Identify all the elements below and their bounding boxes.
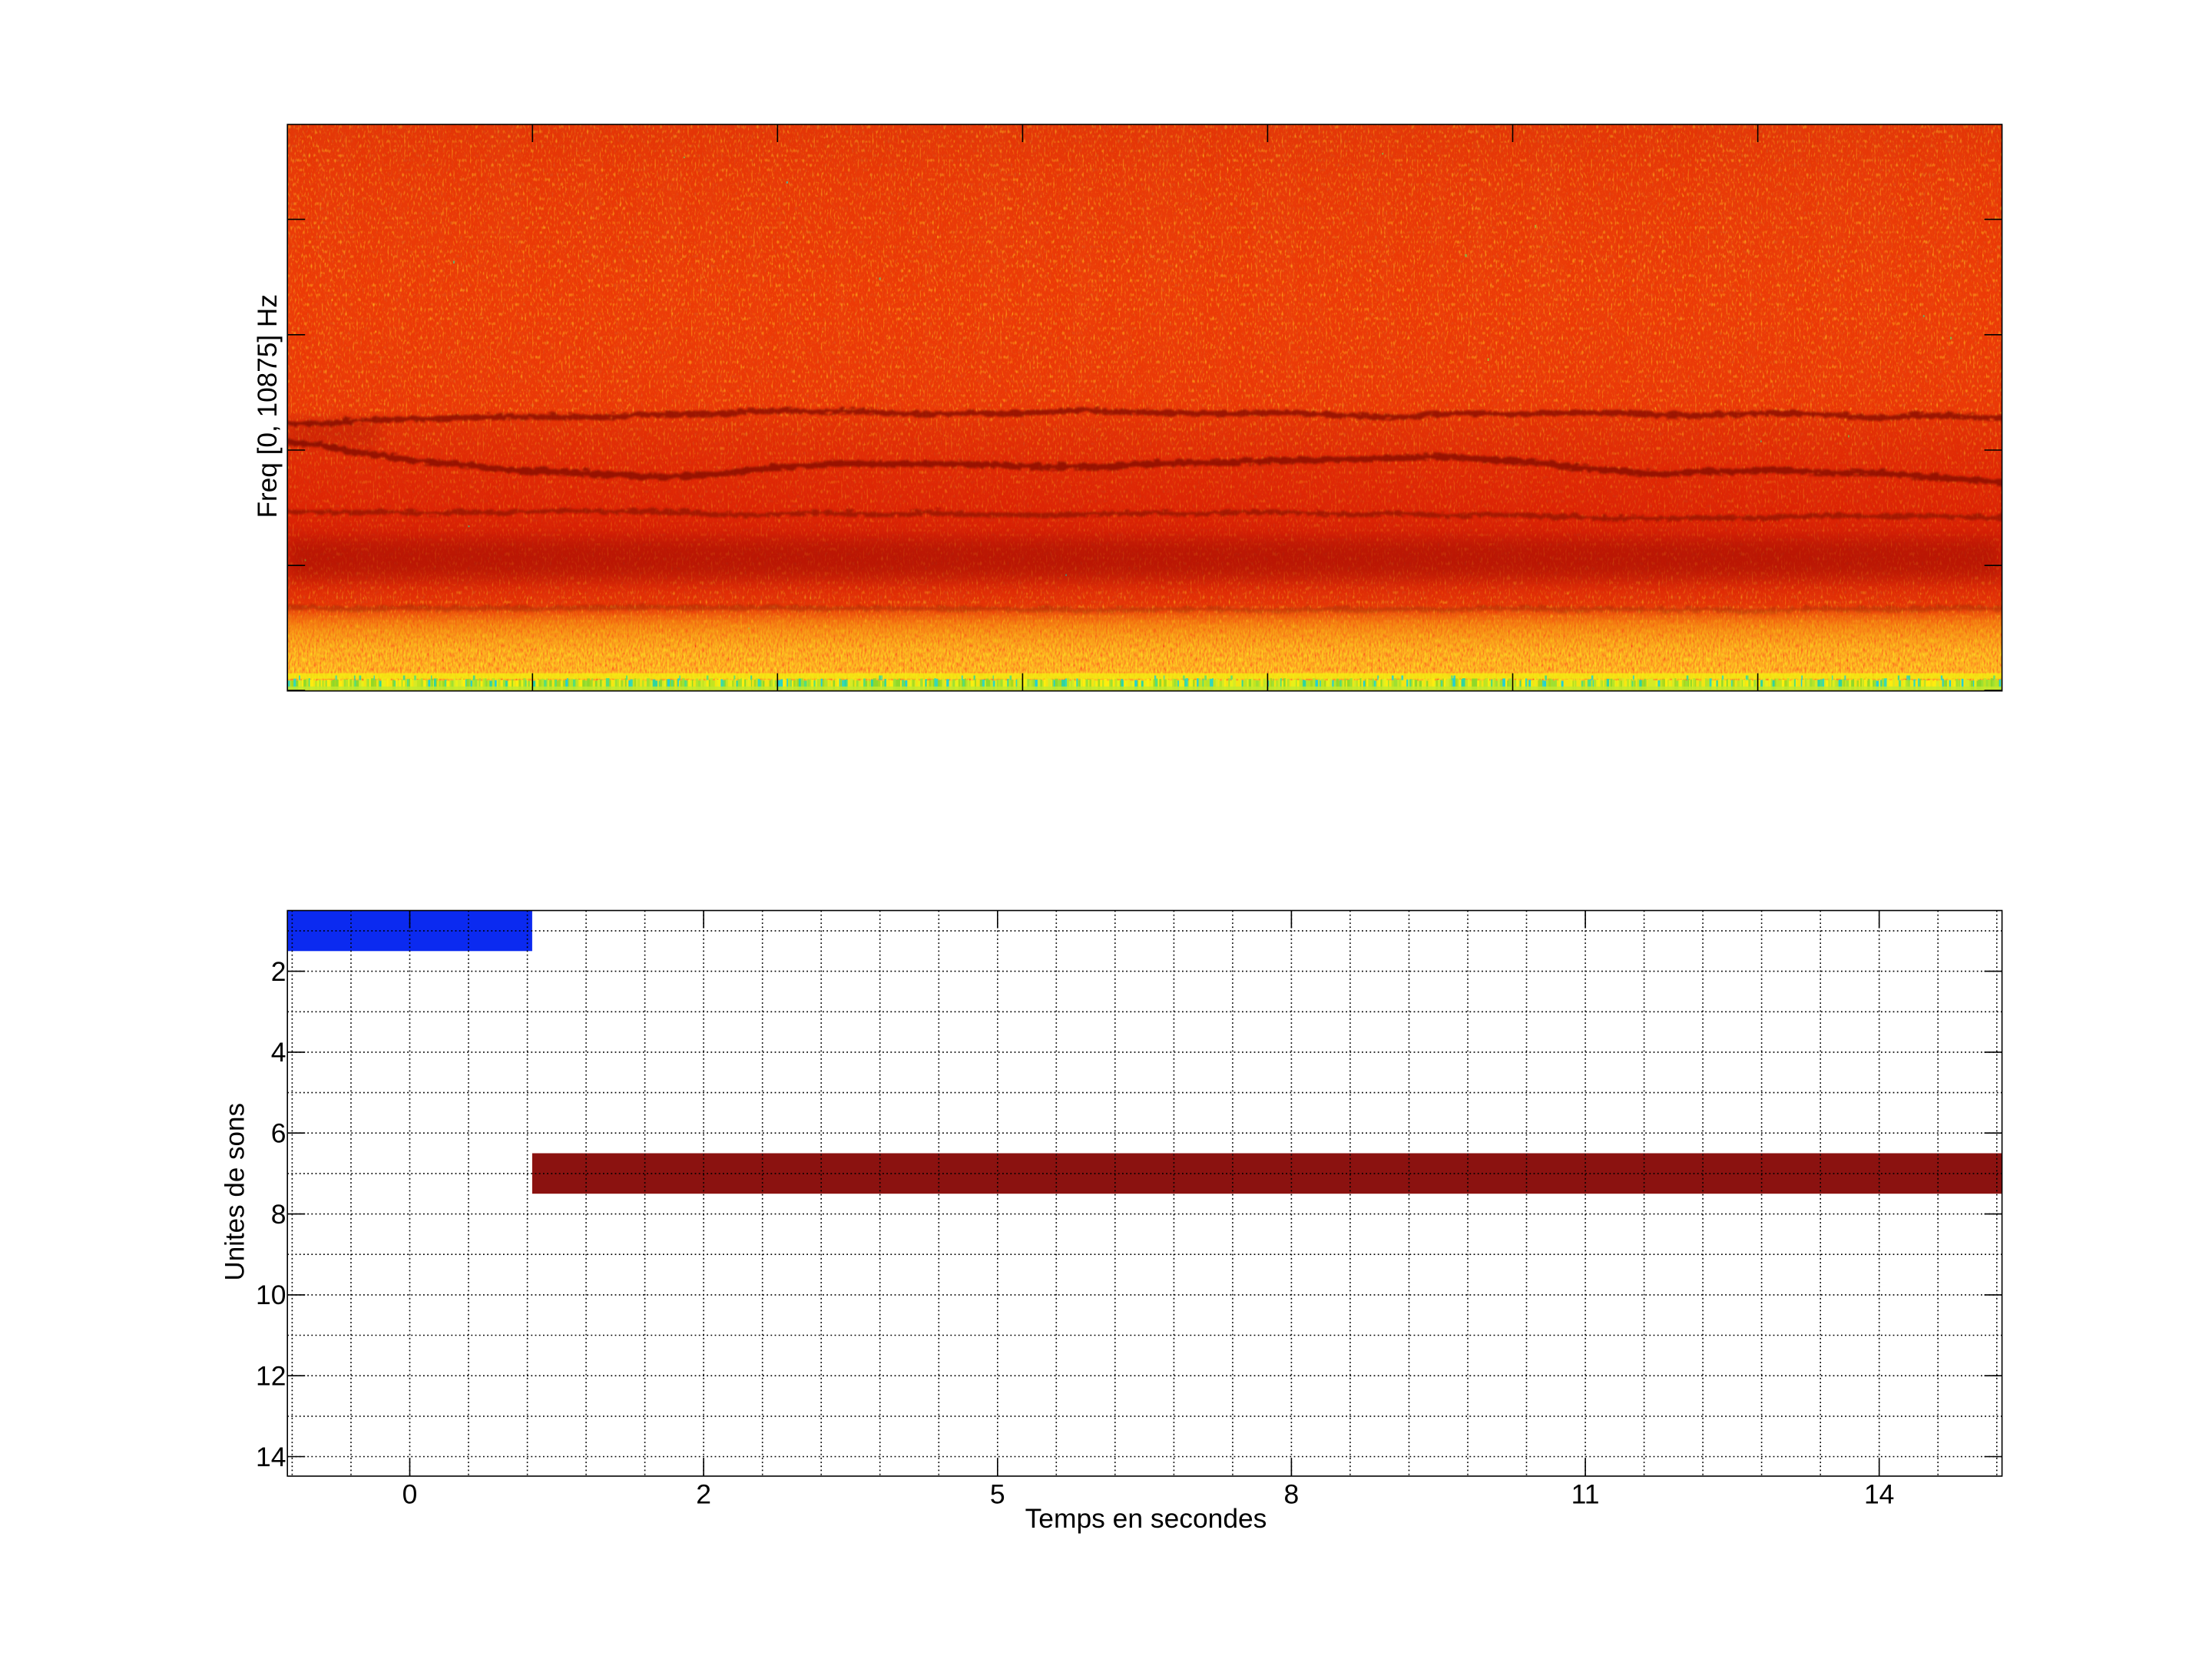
svg-text:2: 2: [696, 1479, 711, 1510]
svg-text:Unites de sons: Unites de sons: [220, 1103, 250, 1281]
svg-text:14: 14: [1864, 1479, 1895, 1510]
svg-text:6: 6: [271, 1118, 286, 1149]
svg-text:8: 8: [271, 1199, 286, 1230]
svg-text:14: 14: [256, 1442, 286, 1472]
svg-text:0: 0: [402, 1479, 418, 1510]
svg-text:4: 4: [271, 1037, 286, 1068]
svg-text:10: 10: [256, 1280, 286, 1310]
svg-text:5: 5: [990, 1479, 1005, 1510]
svg-text:2: 2: [271, 956, 286, 987]
svg-text:Temps en secondes: Temps en secondes: [1025, 1503, 1267, 1534]
svg-text:12: 12: [256, 1361, 286, 1392]
svg-text:11: 11: [1571, 1479, 1600, 1510]
svg-text:8: 8: [1284, 1479, 1300, 1510]
svg-text:Freq [0, 10875] Hz: Freq [0, 10875] Hz: [253, 294, 283, 518]
